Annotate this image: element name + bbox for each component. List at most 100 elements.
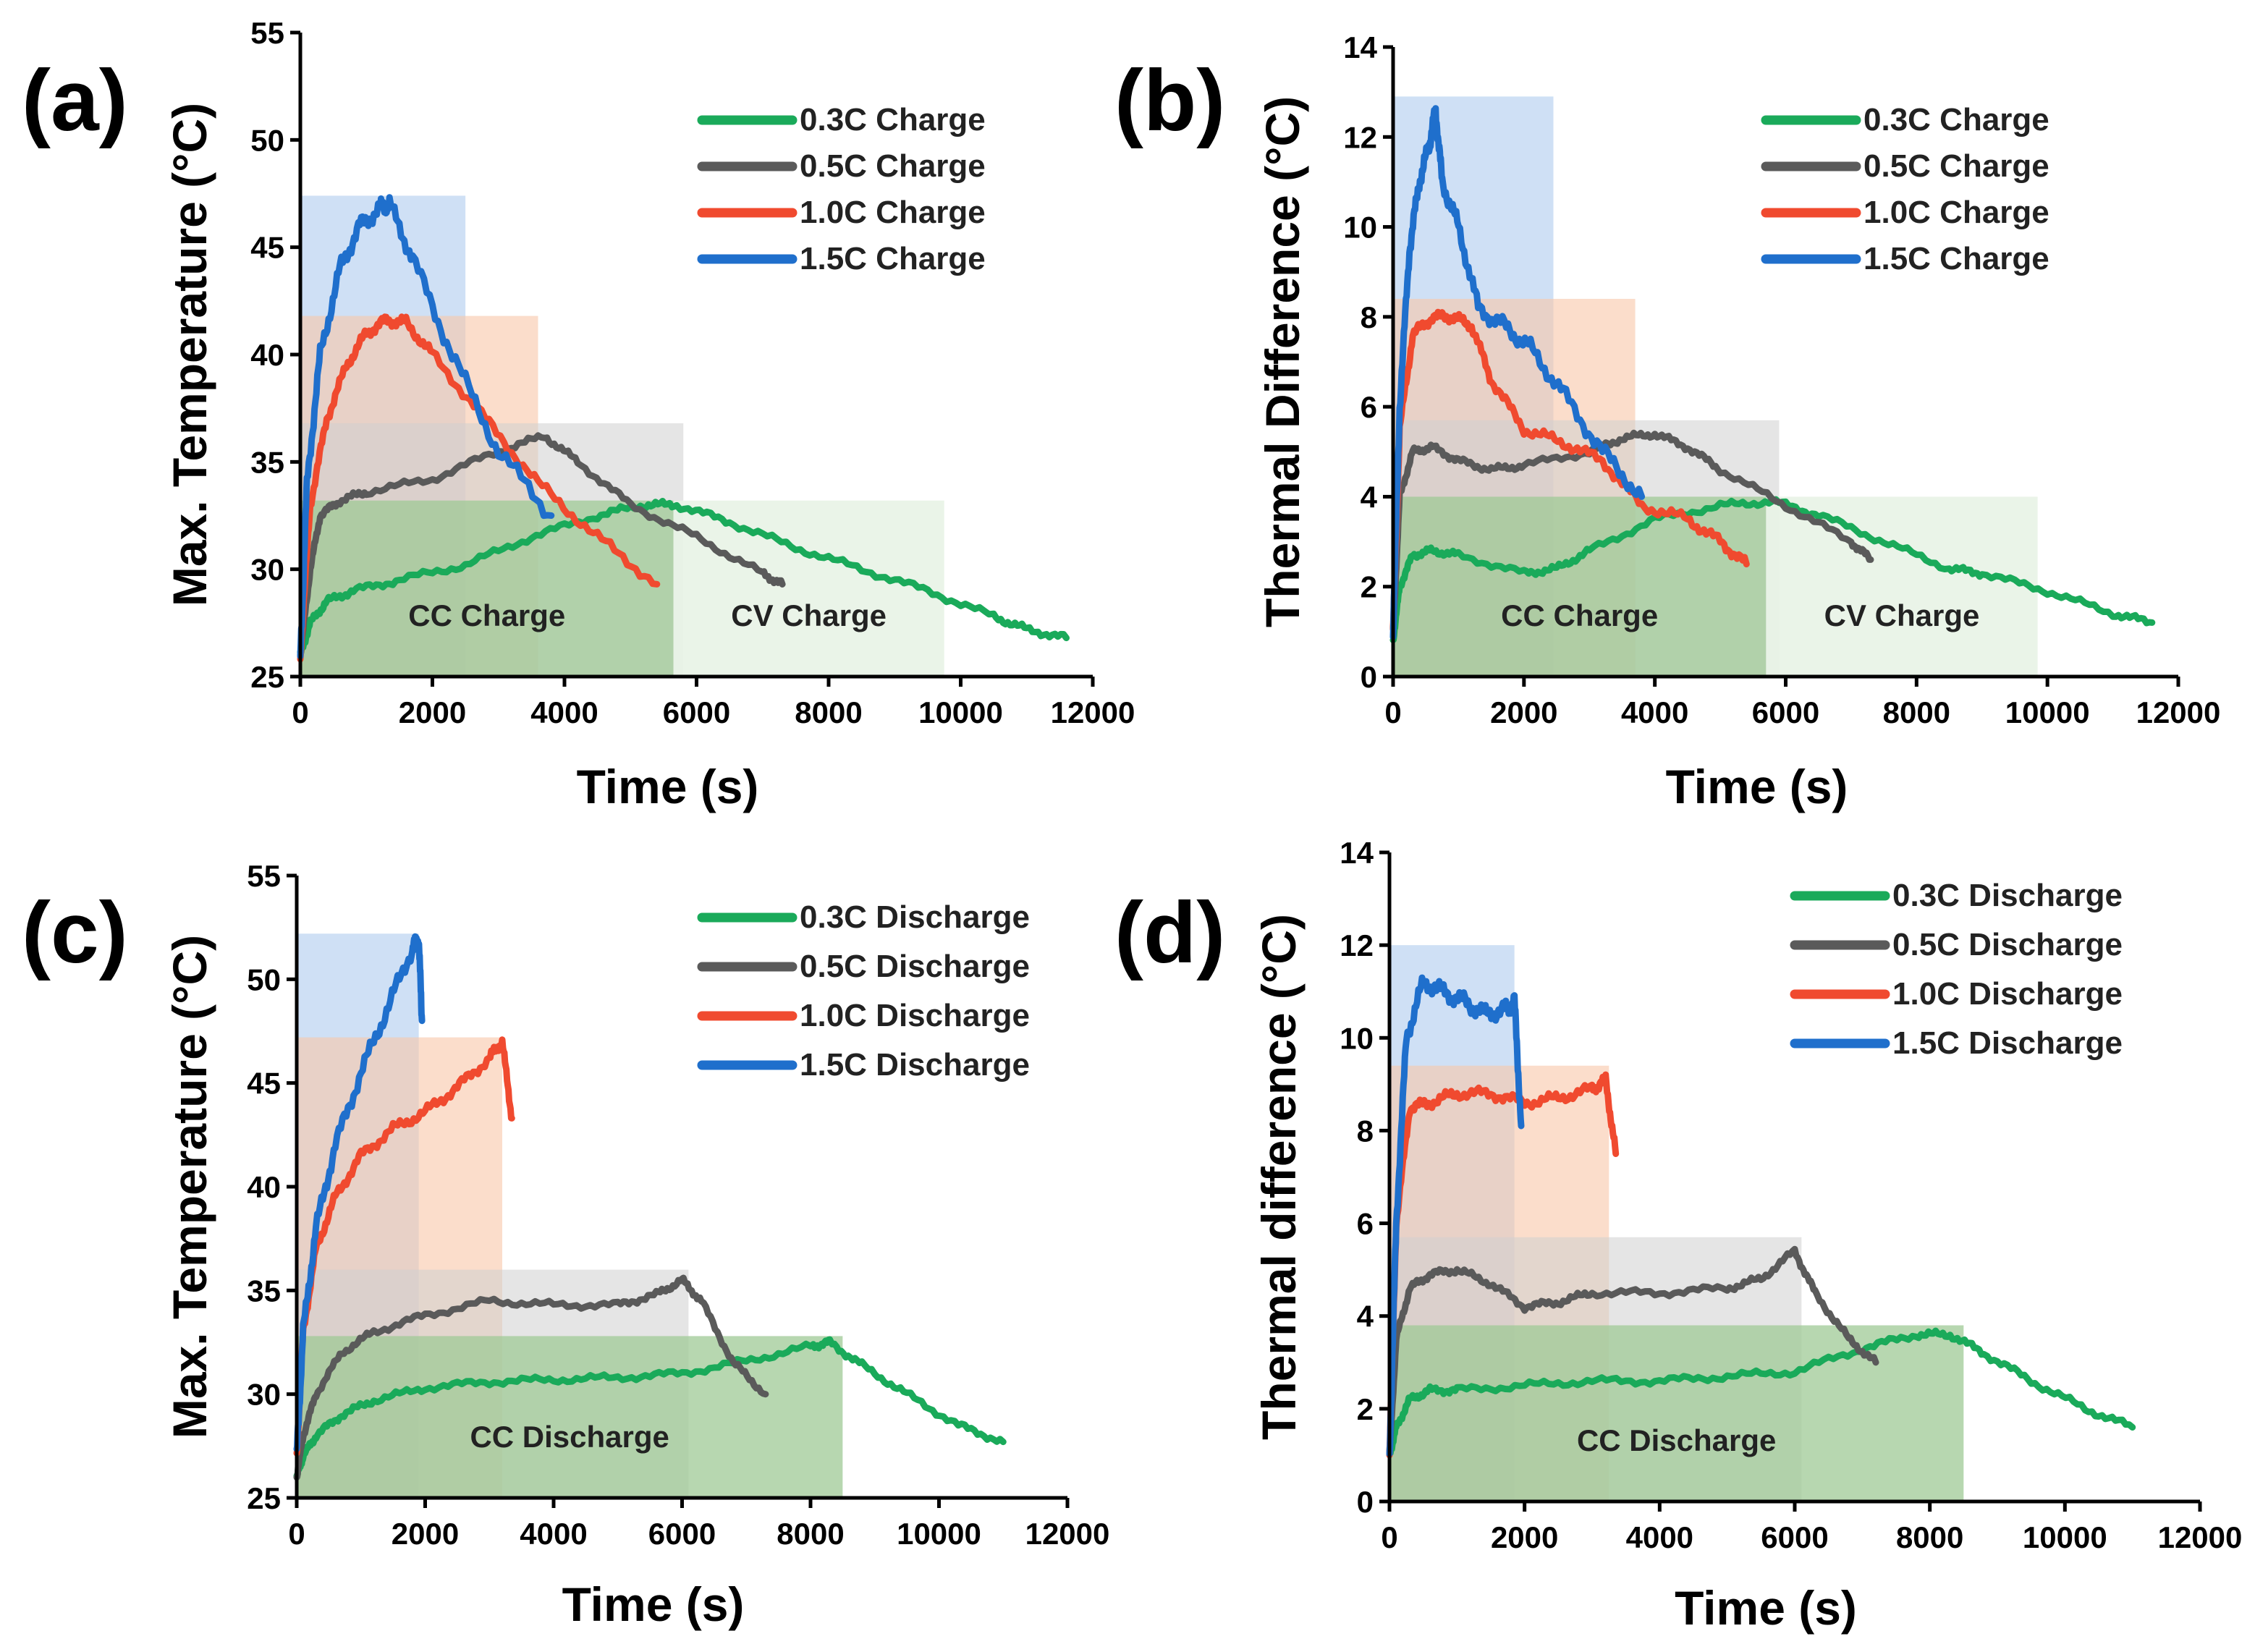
panel-label-b: (b) [1114, 52, 1225, 149]
x-axis-title-c: Time (s) [562, 1577, 745, 1631]
y-tick-label-b-5: 10 [1343, 211, 1377, 245]
x-tick-label-d-6: 12000 [2158, 1520, 2243, 1554]
x-axis-title-b: Time (s) [1666, 760, 1848, 813]
x-tick-label-a-1: 2000 [399, 695, 466, 729]
legend-label-b-0: 0.3C Charge [1863, 102, 2049, 137]
y-tick-label-c-3: 40 [247, 1170, 281, 1204]
x-tick-label-d-0: 0 [1381, 1520, 1397, 1554]
chart-panel-b: CC Charge CV Charge 0 2 4 6 8 10 12 14 0 2000 4000 60… [1114, 30, 2220, 813]
legend-label-a-1: 0.5C Charge [800, 148, 986, 184]
y-tick-label-c-6: 55 [247, 859, 281, 893]
y-tick-label-b-2: 4 [1361, 480, 1378, 514]
x-tick-label-c-0: 0 [288, 1517, 305, 1551]
x-tick-label-c-4: 8000 [777, 1517, 844, 1551]
x-tick-label-a-4: 8000 [795, 695, 862, 729]
y-tick-label-c-1: 30 [247, 1378, 281, 1412]
x-tick-label-d-1: 2000 [1491, 1520, 1558, 1554]
series-line-c-0 [293, 1336, 1007, 1480]
series-line-d-0 [1386, 1327, 2136, 1457]
x-tick-label-a-5: 10000 [918, 695, 1003, 729]
region-label-c-3: CC Discharge [470, 1420, 669, 1454]
series-line-b-0 [1389, 496, 2156, 644]
y-tick-label-d-2: 4 [1357, 1300, 1374, 1334]
legend-label-d-1: 0.5C Discharge [1892, 927, 2123, 962]
shaded-region-d-3 [1389, 1325, 1964, 1501]
y-tick-label-c-0: 25 [247, 1481, 281, 1515]
x-tick-label-c-5: 10000 [897, 1517, 981, 1551]
legend-label-b-3: 1.5C Charge [1863, 241, 2049, 276]
legend-label-d-3: 1.5C Discharge [1892, 1025, 2123, 1061]
x-tick-label-d-2: 4000 [1626, 1520, 1693, 1554]
series-line-d-1 [1386, 1245, 1879, 1456]
panel-label-c: (c) [22, 884, 128, 981]
y-tick-label-a-5: 50 [250, 123, 284, 157]
y-tick-label-a-1: 30 [250, 553, 284, 587]
x-tick-label-b-6: 12000 [2136, 695, 2221, 729]
y-tick-label-b-6: 12 [1343, 120, 1377, 154]
series-line-b-2 [1389, 308, 1750, 632]
series-line-b-3 [1389, 105, 1646, 640]
y-tick-label-c-5: 50 [247, 962, 281, 996]
y-tick-label-c-2: 35 [247, 1274, 281, 1308]
x-tick-label-b-4: 8000 [1883, 695, 1950, 729]
panel-label-a: (a) [22, 52, 128, 149]
chart-panel-c: CC Discharge 25 30 35 40 45 50 55 0 2000 4000 6000 8… [22, 859, 1109, 1631]
y-tick-label-b-0: 0 [1361, 660, 1377, 694]
series-line-c-3 [293, 933, 426, 1452]
x-tick-label-c-6: 12000 [1025, 1517, 1110, 1551]
y-tick-label-b-4: 8 [1361, 300, 1377, 334]
x-tick-label-a-0: 0 [292, 695, 308, 729]
y-tick-label-d-5: 10 [1340, 1021, 1374, 1055]
y-tick-label-a-3: 40 [250, 338, 284, 372]
y-tick-label-a-2: 35 [250, 445, 284, 479]
x-tick-label-a-3: 6000 [663, 695, 730, 729]
shaded-region-a-4 [673, 500, 944, 677]
legend-a: 0.3C Charge 0.5C Charge 1.0C Charge 1.5C Ch… [697, 102, 986, 276]
series-line-a-0 [297, 498, 1070, 656]
y-tick-label-b-3: 6 [1361, 390, 1377, 424]
x-tick-label-a-2: 4000 [530, 695, 598, 729]
legend-label-d-0: 0.3C Discharge [1892, 878, 2123, 913]
legend-label-b-2: 1.0C Charge [1863, 195, 2049, 230]
legend-label-c-0: 0.3C Discharge [800, 899, 1030, 935]
x-tick-label-d-5: 10000 [2023, 1520, 2107, 1554]
x-tick-label-a-6: 12000 [1051, 695, 1135, 729]
shaded-region-b-4 [1766, 496, 2038, 677]
legend-label-c-2: 1.0C Discharge [800, 998, 1030, 1033]
y-axis-title-a: Max. Temperature (°C) [163, 103, 216, 606]
y-tick-label-b-7: 14 [1343, 30, 1377, 64]
x-tick-label-c-3: 6000 [648, 1517, 716, 1551]
x-tick-label-c-1: 2000 [392, 1517, 459, 1551]
panel-label-d: (d) [1114, 884, 1225, 981]
legend-label-c-3: 1.5C Discharge [800, 1047, 1030, 1083]
region-label-b-4: CV Charge [1824, 598, 1980, 632]
chart-panel-a: CC Charge CV Charge 25 30 35 40 45 50 55 0 2000 400… [22, 16, 1135, 813]
y-axis-title-b: Thermal Difference (°C) [1256, 96, 1309, 627]
y-tick-label-d-4: 8 [1357, 1114, 1374, 1148]
y-tick-label-b-1: 2 [1361, 570, 1377, 604]
series-line-d-2 [1386, 1071, 1620, 1459]
series-line-c-1 [293, 1274, 769, 1481]
x-tick-label-d-3: 6000 [1761, 1520, 1828, 1554]
y-tick-label-a-0: 25 [250, 660, 284, 694]
y-tick-label-d-1: 2 [1357, 1392, 1374, 1426]
shaded-region-c-3 [297, 1336, 843, 1498]
x-tick-label-b-5: 10000 [2005, 695, 2090, 729]
region-label-a-4: CV Charge [731, 598, 887, 632]
legend-label-a-3: 1.5C Charge [800, 241, 986, 276]
y-tick-label-c-4: 45 [247, 1067, 281, 1101]
legend-label-a-0: 0.3C Charge [800, 102, 986, 137]
x-tick-label-b-0: 0 [1384, 695, 1401, 729]
chart-panel-d: CC Discharge 0 2 4 6 8 10 12 14 0 2000 4000 6000 8000… [1114, 836, 2242, 1635]
y-tick-label-d-6: 12 [1340, 928, 1374, 962]
legend-c: 0.3C Discharge 0.5C Discharge 1.0C Dischar… [697, 899, 1030, 1083]
legend-label-a-2: 1.0C Charge [800, 195, 986, 230]
y-tick-label-a-6: 55 [250, 16, 284, 50]
x-axis-title-a: Time (s) [577, 760, 759, 813]
y-tick-label-d-7: 14 [1340, 836, 1374, 870]
x-tick-label-d-4: 8000 [1896, 1520, 1963, 1554]
x-tick-label-b-1: 2000 [1490, 695, 1557, 729]
legend-label-c-1: 0.5C Discharge [800, 949, 1030, 984]
series-line-a-3 [297, 194, 555, 660]
